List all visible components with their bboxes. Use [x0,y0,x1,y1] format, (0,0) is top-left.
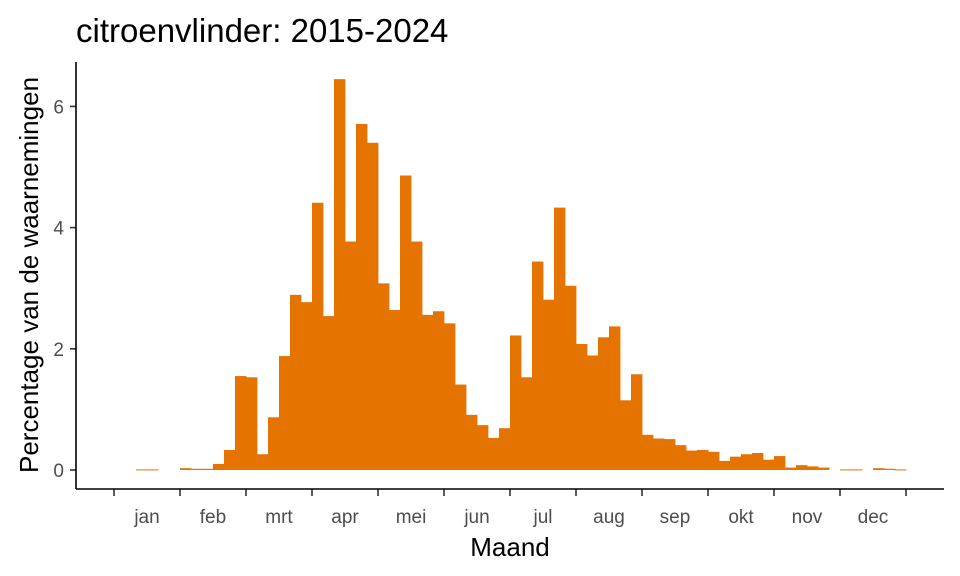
bar-week-15 [268,417,280,470]
bar-week-58 [741,454,753,470]
x-tick-label-feb: feb [200,507,226,528]
bar-week-11 [224,450,236,470]
bar-week-44 [587,355,599,470]
bar-week-35 [488,437,500,470]
x-tick-label-aug: aug [593,507,625,528]
bar-week-60 [763,459,775,470]
x-tick-label-dec: dec [858,507,889,528]
bar-week-37 [510,335,522,470]
x-tick-label-sep: sep [660,507,691,528]
x-tick-label-apr: apr [331,507,359,528]
y-tick-label: 4 [53,219,64,240]
bar-week-8 [191,468,203,470]
bar-week-52 [675,445,687,470]
y-tick-label: 0 [53,461,64,482]
x-tick-label-mrt: mrt [265,507,293,528]
bar-week-67 [840,469,852,471]
bar-week-64 [807,466,819,470]
x-axis-ticks [113,489,907,496]
bar-week-42 [565,285,577,470]
bar-week-31 [444,323,456,470]
bar-week-20 [323,316,335,470]
bar-week-70 [873,468,885,470]
y-axis-title: Percentage van de waarnemingen [14,77,44,473]
x-axis-tick-labels: jan feb mrt apr mei jun jul aug sep okt nov dec [133,507,888,528]
x-tick-label-nov: nov [792,507,823,528]
bar-week-71 [884,468,896,470]
chart-title: citroenvlinder: 2015-2024 [76,12,448,49]
x-tick-label-okt: okt [728,507,754,528]
bar-week-17 [290,294,302,470]
bar-week-62 [785,467,797,470]
bar-week-24 [367,142,379,470]
bar-week-54 [697,450,709,470]
bar-week-29 [422,314,434,470]
bar-week-45 [598,337,610,470]
bar-week-39 [532,261,544,470]
bar-week-12 [235,376,247,470]
bar-week-7 [180,468,192,470]
y-tick-label: 2 [53,340,64,361]
bar-week-22 [345,241,357,470]
bar-week-13 [246,377,258,470]
bar-week-38 [521,377,533,470]
bar-week-3 [136,469,148,471]
bar-week-55 [708,451,720,470]
bar-week-36 [499,428,511,470]
bar-week-14 [257,454,269,470]
bar-week-63 [796,465,808,470]
bar-week-48 [631,374,643,470]
bar-week-49 [642,434,654,470]
y-tick-label: 6 [53,97,64,118]
bar-week-68 [851,469,863,471]
bar-week-40 [543,299,555,470]
x-tick-label-jun: jun [463,507,489,528]
bar-week-30 [433,311,445,470]
bar-week-57 [730,456,742,470]
bar-week-65 [818,467,830,470]
bar-week-27 [400,175,412,470]
x-tick-label-mei: mei [396,507,427,528]
x-tick-label-jul: jul [532,507,552,528]
x-axis-title: Maand [470,532,550,562]
bar-week-23 [356,123,368,471]
bar-week-51 [664,439,676,470]
y-axis-ticks: 0 2 4 6 [53,97,76,482]
bar-week-28 [411,241,423,470]
bar-week-72 [895,469,907,471]
bar-week-47 [620,400,632,470]
x-tick-label-jan: jan [133,507,159,528]
bar-week-18 [301,302,313,470]
bar-week-4 [147,469,159,471]
bar-week-16 [279,356,291,470]
bar-week-61 [774,456,786,470]
bar-week-46 [609,326,621,470]
bar-week-25 [378,283,390,470]
bar-week-9 [202,468,214,470]
bar-week-43 [576,343,588,470]
bar-week-10 [213,463,225,470]
bar-week-19 [312,202,324,470]
bar-week-34 [477,425,489,470]
bar-week-32 [455,384,467,470]
bar-week-50 [653,438,665,470]
bars-group [136,79,907,471]
bar-week-26 [389,310,401,470]
bar-week-53 [686,450,698,470]
bar-week-59 [752,453,764,470]
bar-week-56 [719,460,731,470]
bar-week-21 [334,79,346,471]
bar-week-41 [554,207,566,471]
bar-week-33 [466,414,478,470]
